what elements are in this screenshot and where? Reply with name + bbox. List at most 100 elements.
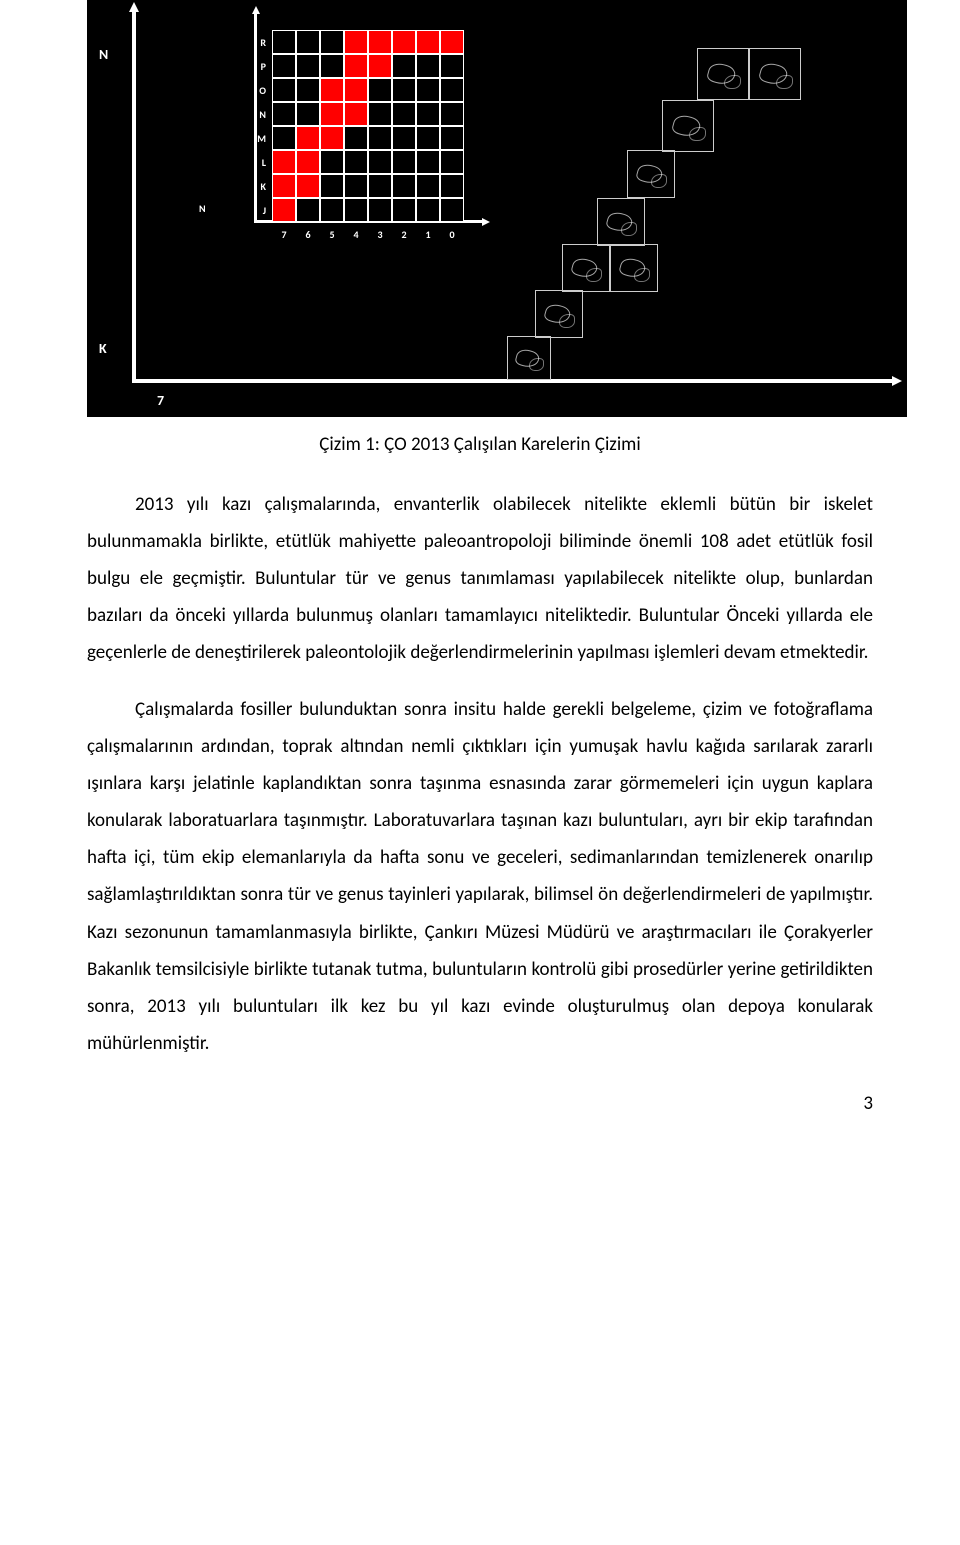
grid-cell: [272, 30, 296, 54]
outer-y-label: N: [99, 46, 108, 63]
inner-y-arrow-icon: [252, 6, 260, 14]
grid-cell: [296, 102, 320, 126]
grid-col-label: 5: [320, 228, 344, 241]
grid-cell-filled: [296, 150, 320, 174]
grid-row-label: L: [250, 156, 266, 169]
grid-cell: [440, 102, 464, 126]
grid-row: [272, 150, 464, 174]
grid-cell: [344, 174, 368, 198]
grid-cell: [296, 198, 320, 222]
grid-row-label: K: [250, 180, 266, 193]
grid-cell: [296, 78, 320, 102]
grid-row-label: P: [250, 60, 266, 73]
paragraph-2: Çalışmalarda fosiller bulunduktan sonra …: [87, 691, 873, 1061]
grid-cell: [368, 174, 392, 198]
grid-cell-filled: [368, 30, 392, 54]
outer-7-label: 7: [157, 392, 164, 409]
grid-cell-filled: [320, 102, 344, 126]
grid-row: [272, 198, 464, 222]
grid-cell: [392, 150, 416, 174]
fossil-cell: [749, 48, 801, 100]
grid-cell: [368, 78, 392, 102]
grid-cell: [368, 150, 392, 174]
grid-cell: [272, 102, 296, 126]
grid-cell-filled: [344, 78, 368, 102]
grid-cell: [272, 54, 296, 78]
grid-cell: [416, 126, 440, 150]
excavation-grid-figure: N K 7 N RPONMLKJ76543210: [87, 0, 907, 417]
grid-cell-filled: [440, 30, 464, 54]
grid-cell-filled: [272, 150, 296, 174]
grid-cell: [272, 126, 296, 150]
grid-cell: [392, 198, 416, 222]
grid-cell: [440, 126, 464, 150]
grid-cell: [320, 174, 344, 198]
grid-row-label: N: [250, 108, 266, 121]
grid-row: [272, 102, 464, 126]
grid-cell-filled: [368, 54, 392, 78]
grid-cell: [440, 78, 464, 102]
grid-col-label: 4: [344, 228, 368, 241]
grid-cell: [392, 54, 416, 78]
grid-cell-filled: [296, 126, 320, 150]
grid-cell-filled: [344, 30, 368, 54]
grid-cell-filled: [320, 78, 344, 102]
grid-cell-filled: [416, 30, 440, 54]
grid-cell: [368, 126, 392, 150]
grid-cell: [416, 150, 440, 174]
grid-cell: [368, 102, 392, 126]
grid-col-label: 6: [296, 228, 320, 241]
grid-cell: [416, 198, 440, 222]
fossil-cell: [627, 150, 675, 198]
grid-cell: [344, 150, 368, 174]
body-text: 2013 yılı kazı çalışmalarında, envanterl…: [87, 486, 873, 1062]
fossil-cell: [562, 244, 610, 292]
grid-cell: [440, 54, 464, 78]
grid-row: [272, 54, 464, 78]
grid-col-label: 0: [440, 228, 464, 241]
grid-cell: [416, 174, 440, 198]
excavation-grid: [272, 30, 464, 222]
grid-cell: [368, 198, 392, 222]
paragraph-1: 2013 yılı kazı çalışmalarında, envanterl…: [87, 486, 873, 671]
inner-x-arrow-icon: [482, 218, 490, 226]
grid-cell: [344, 126, 368, 150]
figure-caption: Çizim 1: ÇO 2013 Çalışılan Karelerin Çiz…: [0, 433, 960, 456]
grid-cell-filled: [296, 174, 320, 198]
grid-col-label: 7: [272, 228, 296, 241]
inner-n-label: N: [199, 202, 206, 215]
grid-cell: [392, 174, 416, 198]
grid-cell: [296, 54, 320, 78]
grid-cell-filled: [392, 30, 416, 54]
grid-row-label: R: [250, 36, 266, 49]
grid-cell: [320, 150, 344, 174]
fossil-cell: [697, 48, 749, 100]
grid-cell: [392, 78, 416, 102]
grid-cell: [296, 30, 320, 54]
grid-cell-filled: [344, 102, 368, 126]
grid-row: [272, 30, 464, 54]
page-number: 3: [0, 1092, 873, 1115]
grid-cell-filled: [344, 54, 368, 78]
grid-cell: [440, 198, 464, 222]
grid-cell: [392, 126, 416, 150]
grid-col-label: 3: [368, 228, 392, 241]
grid-cell: [320, 54, 344, 78]
fossil-cell: [610, 244, 658, 292]
grid-cell: [320, 198, 344, 222]
grid-col-label: 2: [392, 228, 416, 241]
fossil-cell: [507, 336, 551, 380]
grid-cell: [392, 102, 416, 126]
outer-x-arrow-icon: [892, 376, 902, 386]
grid-cell: [416, 54, 440, 78]
grid-row: [272, 174, 464, 198]
grid-cell: [416, 78, 440, 102]
grid-row: [272, 78, 464, 102]
grid-cell-filled: [272, 174, 296, 198]
grid-row-label: M: [250, 132, 266, 145]
grid-cell-filled: [272, 198, 296, 222]
grid-row: [272, 126, 464, 150]
fossil-cell: [662, 100, 714, 152]
grid-cell: [440, 174, 464, 198]
grid-cell: [272, 78, 296, 102]
